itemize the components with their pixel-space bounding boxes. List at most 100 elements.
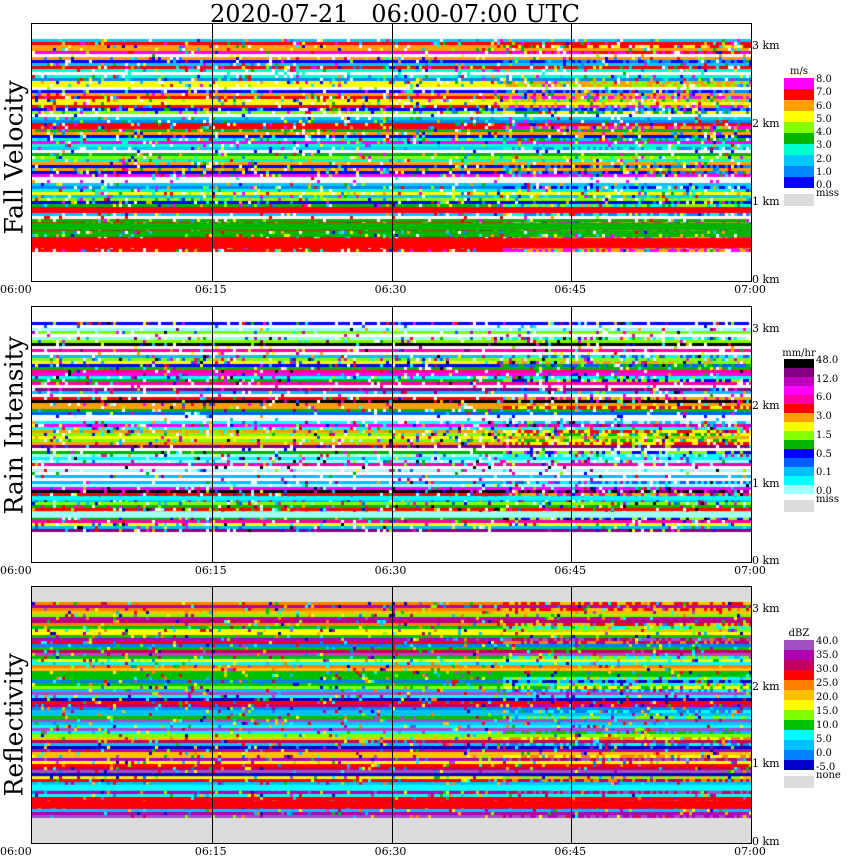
rain-intensity-legend-swatch <box>784 440 814 449</box>
fall-velocity-legend-swatch <box>784 100 814 111</box>
reflectivity-legend-label: 20.0 <box>816 692 839 703</box>
fall-velocity-legend-label: 1.0 <box>816 166 832 178</box>
reflectivity-legend-missing-swatch <box>784 776 814 788</box>
fall-velocity-y-tick-label: 1 km <box>752 195 780 209</box>
reflectivity-gridline <box>571 587 572 843</box>
rain-intensity-legend-swatch <box>784 386 814 395</box>
reflectivity-legend-swatch <box>784 680 814 690</box>
fall-velocity-y-tick-label: 0 km <box>752 273 780 286</box>
rain-intensity-gridline <box>392 307 393 562</box>
fall-velocity-x-tick-label: 06:15 <box>194 283 227 296</box>
fall-velocity-legend-label: 8.0 <box>816 74 832 85</box>
fall-velocity-legend-label: 0.0 <box>816 180 832 191</box>
fall-velocity-canvas <box>32 24 751 281</box>
fall-velocity-heatmap <box>31 23 752 282</box>
fall-velocity-x-tick-label: 07:00 <box>734 283 766 296</box>
fall-velocity-legend-label: 3.0 <box>816 140 832 152</box>
reflectivity-heatmap <box>31 586 752 844</box>
fall-velocity-legend-label: 2.0 <box>816 153 832 165</box>
reflectivity-legend-missing-label: none <box>816 770 841 781</box>
fall-velocity-legend-swatch <box>784 155 814 166</box>
reflectivity-x-tick-label: 06:45 <box>554 845 587 858</box>
rain-intensity-legend-label: 48.0 <box>816 355 839 366</box>
reflectivity-x-tick-label: 06:30 <box>374 845 407 858</box>
rain-intensity-legend-swatch <box>784 377 814 386</box>
rain-intensity-y-tick-label: 0 km <box>752 554 780 567</box>
reflectivity-legend-swatch <box>784 670 814 680</box>
rain-intensity-x-tick-label: 07:00 <box>734 564 766 577</box>
fall-velocity-legend-unit: m/s <box>790 66 808 77</box>
fall-velocity-legend-label: 6.0 <box>816 100 832 112</box>
fall-velocity-y-tick-label: 3 km <box>752 39 780 53</box>
fall-velocity-legend-missing-swatch <box>784 194 814 206</box>
rain-intensity-legend-swatch <box>784 458 814 467</box>
reflectivity-legend-swatch <box>784 690 814 700</box>
reflectivity-legend-label: -5.0 <box>816 762 836 773</box>
reflectivity-gridline <box>212 587 213 843</box>
reflectivity-legend-swatch <box>784 720 814 730</box>
rain-intensity-legend-swatch <box>784 467 814 476</box>
rain-intensity-legend-label: 0.5 <box>816 448 832 460</box>
reflectivity-legend-label: 40.0 <box>816 636 839 647</box>
fall-velocity-gridline <box>392 24 393 281</box>
rain-intensity-legend-label: 6.0 <box>816 392 832 404</box>
fall-velocity-legend-swatch <box>784 122 814 133</box>
fall-velocity-legend-swatch <box>784 89 814 100</box>
reflectivity-legend-swatch <box>784 700 814 710</box>
rain-intensity-legend-swatch <box>784 422 814 431</box>
rain-intensity-legend-swatch <box>784 395 814 404</box>
rain-intensity-legend-swatch <box>784 485 814 494</box>
reflectivity-legend-unit: dBZ <box>788 628 810 639</box>
rain-intensity-legend-label: 3.0 <box>816 411 832 423</box>
reflectivity-legend-swatch <box>784 640 814 650</box>
reflectivity-legend-label: 25.0 <box>816 678 839 689</box>
reflectivity-y-tick-label: 0 km <box>752 835 780 848</box>
fall-velocity-gridline <box>571 24 572 281</box>
fall-velocity-label: Fall Velocity <box>0 80 29 235</box>
rain-intensity-legend-swatch <box>784 359 814 368</box>
reflectivity-label: Reflectivity <box>0 653 29 797</box>
fall-velocity-legend-missing-label: miss <box>816 188 839 199</box>
reflectivity-legend-swatch <box>784 730 814 740</box>
reflectivity-y-tick-label: 2 km <box>752 679 780 693</box>
rain-intensity-legend-swatch <box>784 431 814 440</box>
fall-velocity-legend-swatch <box>784 166 814 177</box>
reflectivity-y-tick-label: 1 km <box>752 757 780 771</box>
rain-intensity-canvas <box>32 307 751 562</box>
rain-intensity-legend-unit: mm/hr <box>782 348 816 359</box>
rain-intensity-legend-label: 0.0 <box>816 486 832 497</box>
reflectivity-gridline <box>392 587 393 843</box>
rain-intensity-legend-label: 1.5 <box>816 429 832 441</box>
rain-intensity-legend-swatch <box>784 404 814 413</box>
rain-intensity-legend-swatch <box>784 368 814 377</box>
reflectivity-x-tick-label: 06:00 <box>0 845 32 858</box>
rain-intensity-x-tick-label: 06:45 <box>554 564 587 577</box>
fall-velocity-legend-swatch <box>784 144 814 155</box>
reflectivity-y-tick-label: 3 km <box>752 602 780 616</box>
rain-intensity-legend-swatch <box>784 476 814 485</box>
reflectivity-legend-swatch <box>784 710 814 720</box>
fall-velocity-x-tick-label: 06:30 <box>374 283 407 296</box>
rain-intensity-legend-swatch <box>784 413 814 422</box>
rain-intensity-legend-label: 0.1 <box>816 467 832 479</box>
fall-velocity-legend-swatch <box>784 78 814 89</box>
fall-velocity-legend-label: 7.0 <box>816 87 832 99</box>
rain-intensity-label: Rain Intensity <box>0 336 29 515</box>
rain-intensity-x-tick-label: 06:30 <box>374 564 407 577</box>
rain-intensity-gridline <box>212 307 213 562</box>
rain-intensity-y-tick-label: 2 km <box>752 399 780 413</box>
rain-intensity-x-tick-label: 06:15 <box>194 564 227 577</box>
rain-intensity-heatmap <box>31 306 752 563</box>
fall-velocity-legend-swatch <box>784 111 814 122</box>
reflectivity-legend-label: 10.0 <box>816 720 839 731</box>
fall-velocity-legend-label: 4.0 <box>816 127 832 138</box>
reflectivity-legend-label: 0.0 <box>816 748 832 759</box>
reflectivity-canvas <box>32 587 751 843</box>
fall-velocity-x-tick-label: 06:00 <box>0 283 32 296</box>
rain-intensity-y-tick-label: 3 km <box>752 322 780 336</box>
reflectivity-legend-swatch <box>784 740 814 750</box>
rain-intensity-legend-missing-swatch <box>784 500 814 512</box>
rain-intensity-x-tick-label: 06:00 <box>0 564 32 577</box>
rain-intensity-legend-swatch <box>784 449 814 458</box>
rain-intensity-y-tick-label: 1 km <box>752 476 780 490</box>
